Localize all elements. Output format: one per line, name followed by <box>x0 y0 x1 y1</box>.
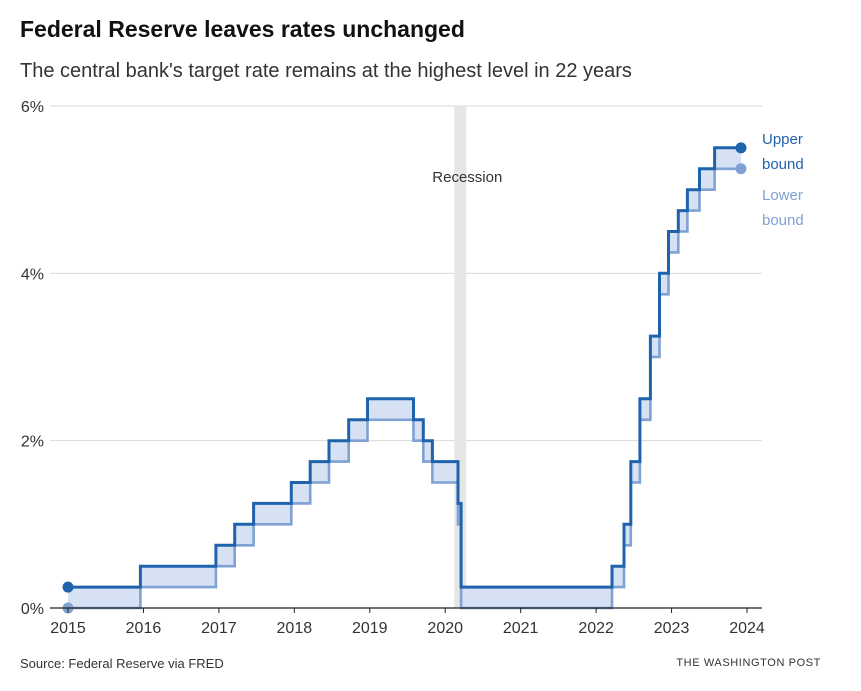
recession-label: Recession <box>432 169 502 186</box>
rate-band <box>68 147 741 609</box>
upper-bound-line <box>68 146 741 589</box>
source-note: Source: Federal Reserve via FRED <box>20 656 224 671</box>
chart-title: Federal Reserve leaves rates unchanged <box>20 16 465 42</box>
upper-bound-label: bound <box>762 156 804 173</box>
x-tick-label: 2016 <box>126 620 162 637</box>
x-tick-label: 2017 <box>201 620 237 637</box>
y-tick-label: 4% <box>21 266 44 283</box>
x-tick-label: 2024 <box>729 620 765 637</box>
x-tick-label: 2021 <box>503 620 539 637</box>
x-tick-label: 2023 <box>654 620 690 637</box>
lower-end-dot <box>735 163 747 175</box>
lower-bound-line <box>68 167 741 610</box>
y-tick-label: 0% <box>21 601 44 618</box>
upper-bound-label: Upper <box>762 131 803 148</box>
axis-layer: 2015 2016 2017 2018 2019 2020 2021 2022 2023 2024 <box>50 607 765 637</box>
lines-layer <box>62 142 747 614</box>
y-tick-label: 6% <box>21 99 44 116</box>
x-tick-label: 2020 <box>427 620 463 637</box>
x-tick-label: 2018 <box>277 620 313 637</box>
grid-layer: 0% 2% 4% 6% <box>21 99 762 618</box>
y-tick-label: 2% <box>21 434 44 451</box>
upper-start-dot <box>62 581 74 593</box>
x-tick-label: 2019 <box>352 620 388 637</box>
band-layer <box>68 147 741 609</box>
upper-end-dot <box>735 142 747 154</box>
x-tick-label: 2015 <box>50 620 86 637</box>
labels-layer: Recession Upper bound Lower bound <box>432 131 803 229</box>
chart-subtitle: The central bank's target rate remains a… <box>20 60 632 82</box>
publisher-credit: THE WASHINGTON POST <box>676 657 821 669</box>
x-tick-label: 2022 <box>578 620 614 637</box>
lower-bound-label: bound <box>762 212 804 229</box>
lower-bound-label: Lower <box>762 187 803 204</box>
